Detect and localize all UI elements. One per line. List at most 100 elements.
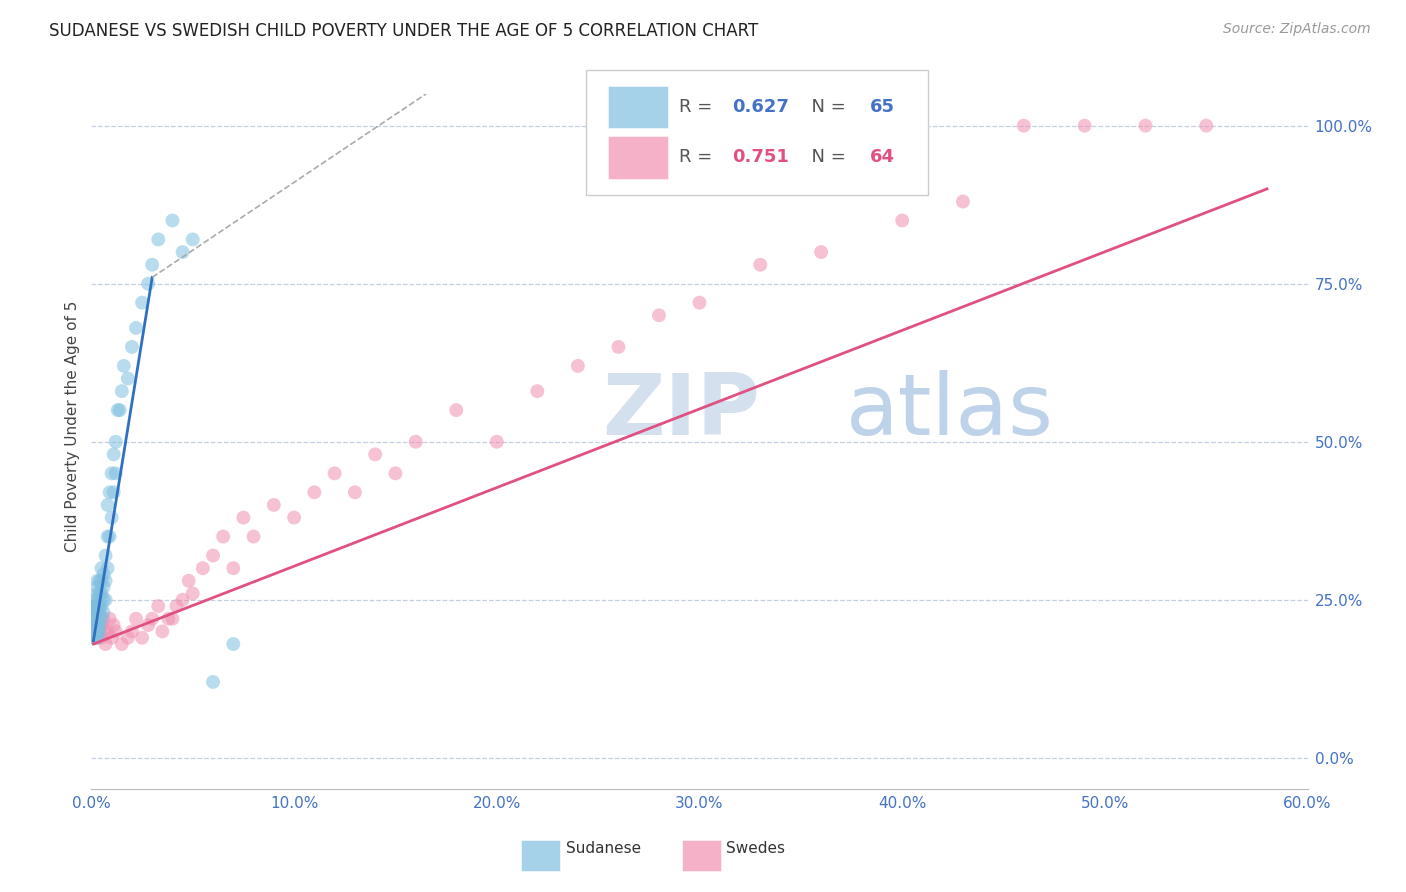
Point	[181, 586, 204, 600]
Point	[84, 592, 107, 607]
Text: atlas: atlas	[845, 370, 1053, 453]
Point	[104, 467, 127, 481]
Point	[82, 618, 104, 632]
Point	[89, 574, 111, 588]
Point	[222, 561, 245, 575]
Point	[100, 510, 122, 524]
Point	[90, 612, 112, 626]
Point	[117, 371, 139, 385]
Point	[86, 612, 108, 626]
Point	[125, 612, 148, 626]
Point	[121, 340, 143, 354]
Point	[86, 592, 108, 607]
Point	[111, 384, 134, 399]
Point	[103, 485, 125, 500]
Point	[93, 624, 115, 639]
Point	[1012, 119, 1035, 133]
Point	[405, 434, 427, 449]
Point	[157, 612, 180, 626]
Point	[364, 447, 387, 461]
FancyBboxPatch shape	[609, 86, 668, 128]
Point	[89, 606, 111, 620]
FancyBboxPatch shape	[586, 70, 928, 194]
Point	[952, 194, 974, 209]
Point	[191, 561, 214, 575]
Point	[89, 586, 111, 600]
Point	[97, 624, 120, 639]
Point	[86, 631, 108, 645]
Point	[86, 580, 108, 594]
Point	[150, 624, 173, 639]
Point	[93, 612, 115, 626]
Point	[567, 359, 589, 373]
Point	[90, 618, 112, 632]
FancyBboxPatch shape	[682, 840, 721, 871]
Point	[86, 574, 108, 588]
Text: 0.751: 0.751	[733, 148, 789, 167]
Point	[89, 618, 111, 632]
Point	[222, 637, 245, 651]
Point	[108, 403, 131, 417]
Text: 0.627: 0.627	[733, 98, 789, 116]
Point	[141, 612, 163, 626]
Point	[121, 624, 143, 639]
Point	[648, 308, 671, 322]
Point	[93, 580, 115, 594]
Point	[98, 530, 121, 544]
Point	[112, 359, 135, 373]
Point	[89, 624, 111, 639]
Point	[485, 434, 508, 449]
Point	[343, 485, 366, 500]
Point	[1135, 119, 1157, 133]
Point	[86, 599, 108, 613]
Point	[90, 574, 112, 588]
Point	[148, 599, 170, 613]
Point	[172, 592, 194, 607]
Point	[94, 637, 117, 651]
Point	[97, 530, 120, 544]
Point	[90, 586, 112, 600]
Point	[84, 599, 107, 613]
Point	[82, 612, 104, 626]
Point	[98, 612, 121, 626]
Point	[82, 618, 104, 632]
Point	[84, 624, 107, 639]
Point	[86, 618, 108, 632]
Point	[90, 631, 112, 645]
Point	[100, 631, 122, 645]
Point	[136, 277, 159, 291]
FancyBboxPatch shape	[609, 136, 668, 179]
Text: ZIP: ZIP	[602, 370, 759, 453]
Point	[86, 631, 108, 645]
Point	[688, 295, 710, 310]
Point	[86, 606, 108, 620]
Point	[131, 631, 153, 645]
Point	[607, 340, 630, 354]
Point	[148, 232, 170, 246]
Point	[242, 530, 264, 544]
Y-axis label: Child Poverty Under the Age of 5: Child Poverty Under the Age of 5	[65, 301, 80, 551]
Point	[104, 624, 127, 639]
Point	[90, 599, 112, 613]
Point	[98, 485, 121, 500]
Point	[93, 606, 115, 620]
Point	[89, 624, 111, 639]
Point	[94, 592, 117, 607]
Point	[84, 612, 107, 626]
Point	[84, 599, 107, 613]
Point	[162, 213, 184, 227]
Point	[172, 245, 194, 260]
Text: Sudanese: Sudanese	[565, 841, 641, 855]
Point	[263, 498, 285, 512]
Point	[103, 618, 125, 632]
Point	[107, 403, 129, 417]
Point	[384, 467, 406, 481]
Point	[526, 384, 548, 399]
Text: Swedes: Swedes	[727, 841, 785, 855]
Text: 64: 64	[870, 148, 894, 167]
Point	[89, 599, 111, 613]
Point	[202, 675, 225, 690]
Text: R =: R =	[679, 98, 718, 116]
Point	[94, 549, 117, 563]
Point	[749, 258, 772, 272]
